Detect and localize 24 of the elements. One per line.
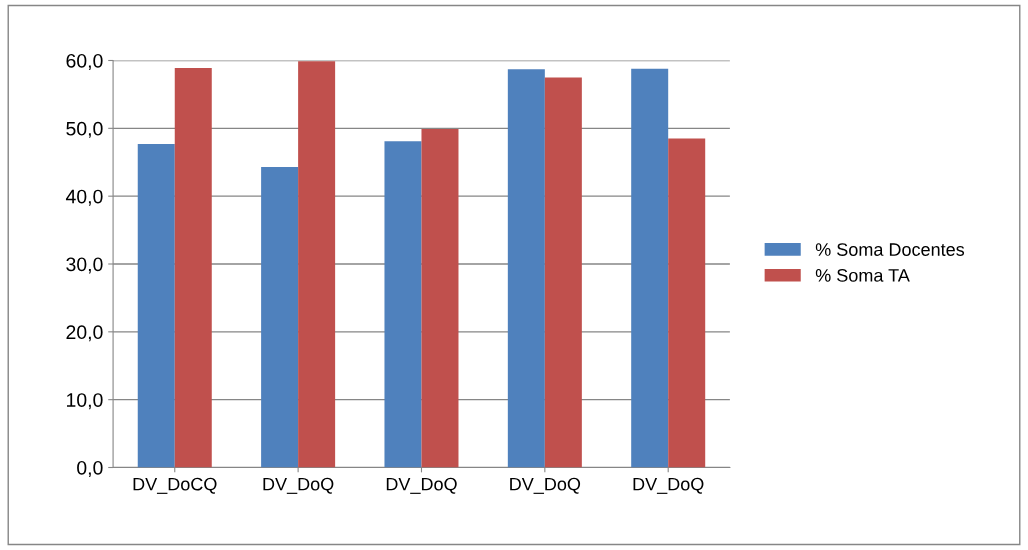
bar	[507, 69, 545, 468]
y-tick-label: 0,0	[77, 460, 103, 478]
x-tick-label: DV_DoCQ	[133, 477, 217, 494]
x-tick-label: DV_DoQ	[633, 477, 704, 494]
x-tick-label: DV_DoQ	[263, 477, 334, 494]
x-tick-label: DV_DoQ	[386, 477, 457, 494]
bar	[421, 129, 459, 468]
y-tick-label: 50,0	[66, 121, 103, 138]
bar	[137, 143, 175, 468]
bar	[174, 67, 212, 468]
y-tick-label: 30,0	[66, 257, 103, 274]
legend-label: % Soma TA	[815, 268, 910, 282]
y-tick-label: 20,0	[66, 325, 103, 342]
bar	[384, 141, 422, 468]
y-tick-label: 10,0	[67, 393, 103, 410]
x-tick-label: DV_DoQ	[510, 477, 581, 494]
bar	[544, 77, 582, 468]
legend-label: % Soma Docentes	[815, 243, 965, 256]
y-tick-label: 40,0	[65, 189, 103, 206]
bar	[261, 167, 299, 468]
bar	[631, 68, 669, 468]
bar	[298, 61, 336, 468]
bar	[668, 138, 706, 468]
y-tick-label: 60,0	[66, 53, 103, 71]
